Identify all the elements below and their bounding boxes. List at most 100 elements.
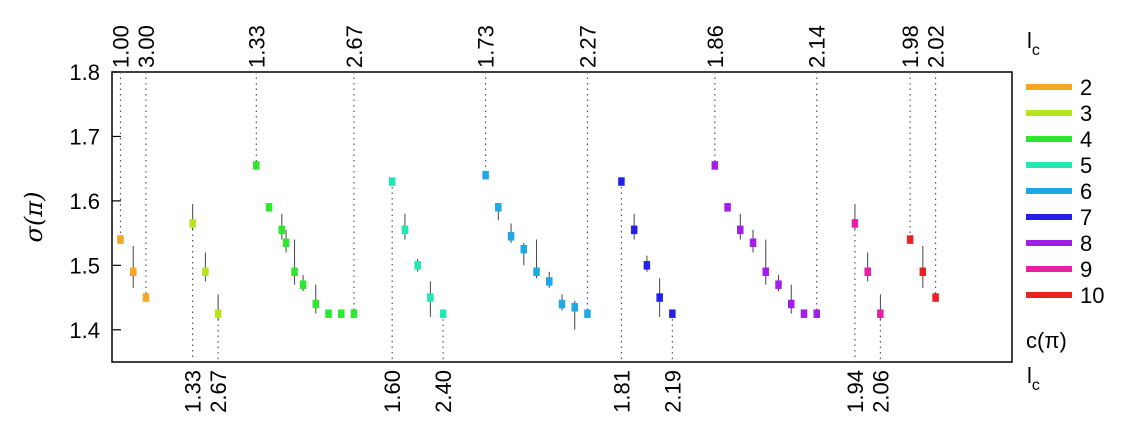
plot-frame [111,71,1013,363]
legend-label: 2 [1080,75,1092,100]
bottom-lc-label: 1.94 [843,370,868,413]
data-point [495,203,502,212]
top-lc-label: 1.86 [703,25,728,68]
top-lc-label: 2.14 [805,25,830,68]
y-tick-label: 1.8 [69,60,100,85]
bottom-lc-label: 1.81 [609,370,634,413]
y-tick-label: 1.6 [69,189,100,214]
data-point [656,293,663,302]
legend-label: 3 [1080,101,1092,126]
data-point [749,238,757,248]
legend-item: 6 [1026,179,1092,204]
bottom-lc-label: 2.06 [868,370,893,413]
data-point [278,225,286,235]
data-point [546,277,553,286]
data-point [813,309,820,318]
data-point [618,177,625,186]
data-point [291,267,298,277]
data-point [350,309,358,318]
data-point [117,235,124,244]
data-point [724,203,731,212]
data-point [932,293,939,302]
data-point [189,219,196,228]
data-point [312,299,320,309]
bottom-lc-label: 2.40 [431,370,456,413]
data-point [669,309,676,318]
legend-footer: c(π) [1026,328,1067,353]
legend-item: 2 [1026,75,1092,100]
data-point [711,161,719,170]
data-point [643,261,651,270]
top-lc-label: 3.00 [134,25,159,68]
legend-label: 4 [1080,127,1092,152]
series-8 [711,161,820,318]
data-point [787,299,795,309]
data-point [851,219,859,228]
data-point [520,244,528,254]
y-tick-label: 1.7 [69,124,100,149]
top-lc-label: 1.33 [244,25,269,68]
data-point [129,267,137,277]
data-point [414,261,421,270]
data-point [388,177,396,186]
series-7 [618,177,676,318]
series-2 [117,235,150,302]
legend-title: lc [1027,28,1040,59]
data-point [800,309,808,318]
series-10 [906,235,939,302]
legend-item: 10 [1026,283,1104,308]
y-axis-label: σ(π) [20,192,48,243]
data-point [401,225,409,235]
bottom-axis-label: lc [1027,363,1040,394]
data-point [630,225,638,235]
top-lc-label: 1.73 [474,25,499,68]
data-point [507,232,515,241]
legend-label: 6 [1080,179,1092,204]
series-3 [189,204,222,321]
legend-item: 7 [1026,205,1092,230]
data-point [325,309,332,318]
legend-label: 9 [1080,257,1092,282]
series-9 [851,204,884,321]
bottom-lc-label: 1.33 [181,370,206,413]
data-point [864,267,871,277]
top-lc-label: 2.02 [924,25,949,68]
top-lc-label: 1.98 [898,25,923,68]
data-point [571,302,578,312]
bottom-lc-label: 1.60 [380,370,405,413]
bottom-lc-label: 2.19 [660,370,685,413]
data-point [877,309,884,318]
data-point [584,309,591,318]
data-point [253,161,260,170]
bottom-lc-label: 2.67 [206,370,231,413]
top-lc-label: 2.67 [342,25,367,68]
series-4 [253,161,358,318]
data-point [202,267,209,277]
legend-item: 3 [1026,101,1092,126]
data-point [762,267,770,277]
data-point [282,238,290,248]
data-point [439,309,447,318]
legend-label: 7 [1080,205,1092,230]
y-tick-label: 1.5 [69,253,100,278]
series-6 [482,170,591,330]
data-point [265,203,273,212]
data-point [142,293,150,302]
top-lc-label: 2.27 [575,25,600,68]
data-point [737,225,744,235]
legend-item: 8 [1026,231,1092,256]
legend-label: 5 [1080,153,1092,178]
y-tick-label: 1.4 [69,318,100,343]
series-5 [388,177,447,318]
data-point [482,170,489,180]
top-lc-label: 1.00 [108,25,133,68]
data-point [533,267,540,277]
legend-label: 10 [1080,283,1104,308]
data-point [775,280,782,289]
data-point [919,267,927,277]
data-point [558,299,566,309]
legend-item: 4 [1026,127,1092,152]
data-point [337,309,345,318]
legend-label: 8 [1080,231,1092,256]
